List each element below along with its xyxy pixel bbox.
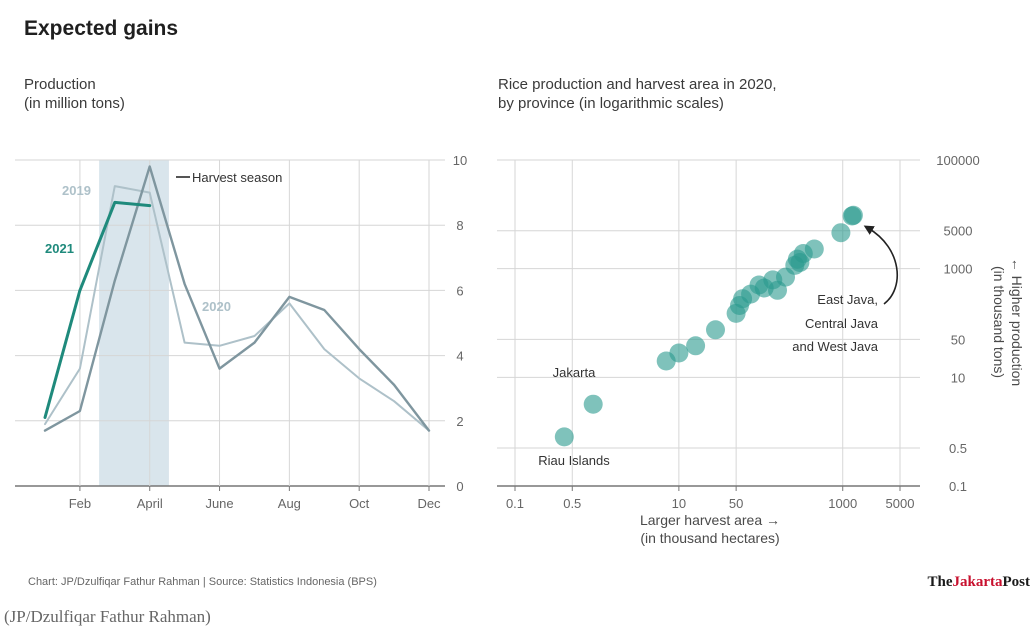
- scatter-point: [804, 239, 824, 259]
- right-x-tick-label: 0.1: [506, 496, 524, 511]
- left-y-tick-label: 6: [456, 283, 463, 298]
- left-x-tick-label: Feb: [69, 496, 91, 511]
- right-x-tick-label: 0.5: [563, 496, 581, 511]
- scatter-point: [554, 427, 574, 447]
- publisher-logo-part1: The: [927, 574, 952, 590]
- left-series-lines: [43, 165, 431, 432]
- right-chart: Rice production and harvest area in 2020…: [497, 76, 1025, 546]
- scatter-point: [790, 253, 810, 272]
- left-x-tick-label: Oct: [349, 496, 370, 511]
- right-x-tick-label: 5000: [886, 496, 915, 511]
- right-x-axis-label-line2: (in thousand hectares): [640, 530, 779, 546]
- scatter-point: [686, 336, 706, 356]
- footer-credit: Chart: JP/Dzulfiqar Fathur Rahman | Sour…: [28, 576, 377, 588]
- publisher-logo-part3: Post: [1003, 574, 1031, 590]
- right-y-axis-label-line2: (in thousand tons): [991, 266, 1007, 378]
- right-y-ticks: 0.1 0.5 10 50 1000 5000 100000: [936, 153, 979, 494]
- right-x-ticks: 0.1 0.5 10 50 1000 5000: [506, 486, 915, 511]
- left-y-tick-label: 0: [456, 479, 463, 494]
- annotation-arrow: [863, 225, 898, 305]
- right-x-axis-label-line1: Larger harvest area →: [640, 512, 780, 528]
- left-chart-subtitle-line1: Production: [24, 76, 96, 93]
- right-y-tick-label: 0.5: [949, 441, 967, 456]
- right-y-tick-label: 50: [951, 332, 965, 347]
- left-x-tick-label: Dec: [417, 496, 441, 511]
- right-y-axis-label-line1: ← Higher production: [1009, 258, 1025, 386]
- left-x-ticks: Feb April June Aug Oct Dec: [69, 486, 441, 511]
- image-caption: (JP/Dzulfiqar Fathur Rahman): [4, 607, 211, 626]
- figure-title: Expected gains: [24, 17, 178, 40]
- right-y-tick-label: 10: [951, 370, 965, 385]
- annotation-west-java: and West Java: [792, 339, 879, 354]
- series-line-2021: [43, 200, 152, 419]
- left-chart-subtitle-line2: (in million tons): [24, 95, 125, 112]
- left-x-tick-label: June: [205, 496, 233, 511]
- series-line-2020: [43, 165, 431, 432]
- series-label-2020: 2020: [202, 299, 231, 314]
- right-x-tick-label: 50: [729, 496, 743, 511]
- right-y-tick-label: 0.1: [949, 479, 967, 494]
- scatter-point: [843, 205, 863, 225]
- harvest-season-label: Harvest season: [192, 170, 282, 185]
- right-chart-subtitle-line2: by province (in logarithmic scales): [498, 95, 724, 112]
- right-grid: [497, 159, 920, 487]
- left-y-ticks: 0 2 4 6 8 10: [453, 153, 467, 494]
- scatter-point: [831, 223, 851, 243]
- publisher-logo: TheJakartaPost: [927, 574, 1030, 590]
- publisher-logo-part2: Jakarta: [953, 574, 1003, 590]
- left-grid: [15, 159, 445, 487]
- right-x-tick-label: 1000: [828, 496, 857, 511]
- right-x-tick-label: 10: [672, 496, 686, 511]
- left-y-tick-label: 10: [453, 153, 467, 168]
- left-y-tick-label: 8: [456, 218, 463, 233]
- left-x-tick-label: April: [137, 496, 163, 511]
- series-label-2021: 2021: [45, 241, 74, 256]
- scatter-point: [583, 394, 603, 414]
- scatter-point: [669, 343, 689, 363]
- right-y-tick-label: 1000: [944, 262, 973, 277]
- annotation-east-java: East Java,: [817, 292, 878, 307]
- right-chart-subtitle-line1: Rice production and harvest area in 2020…: [498, 76, 777, 93]
- annotation-central-java: Central Java: [805, 316, 879, 331]
- series-label-2019: 2019: [62, 183, 91, 198]
- left-chart: Production (in million tons) 0 2 4 6 8 10 Feb…: [15, 76, 467, 511]
- annotation-jakarta: Jakarta: [553, 365, 596, 380]
- left-x-tick-label: Aug: [278, 496, 301, 511]
- annotation-riau-islands: Riau Islands: [538, 453, 610, 468]
- scatter-point: [706, 320, 725, 340]
- right-scatter-points: [554, 205, 863, 447]
- right-y-tick-label: 100000: [936, 153, 979, 168]
- left-y-tick-label: 2: [456, 414, 463, 429]
- right-y-tick-label: 5000: [944, 224, 973, 239]
- left-y-tick-label: 4: [456, 349, 463, 364]
